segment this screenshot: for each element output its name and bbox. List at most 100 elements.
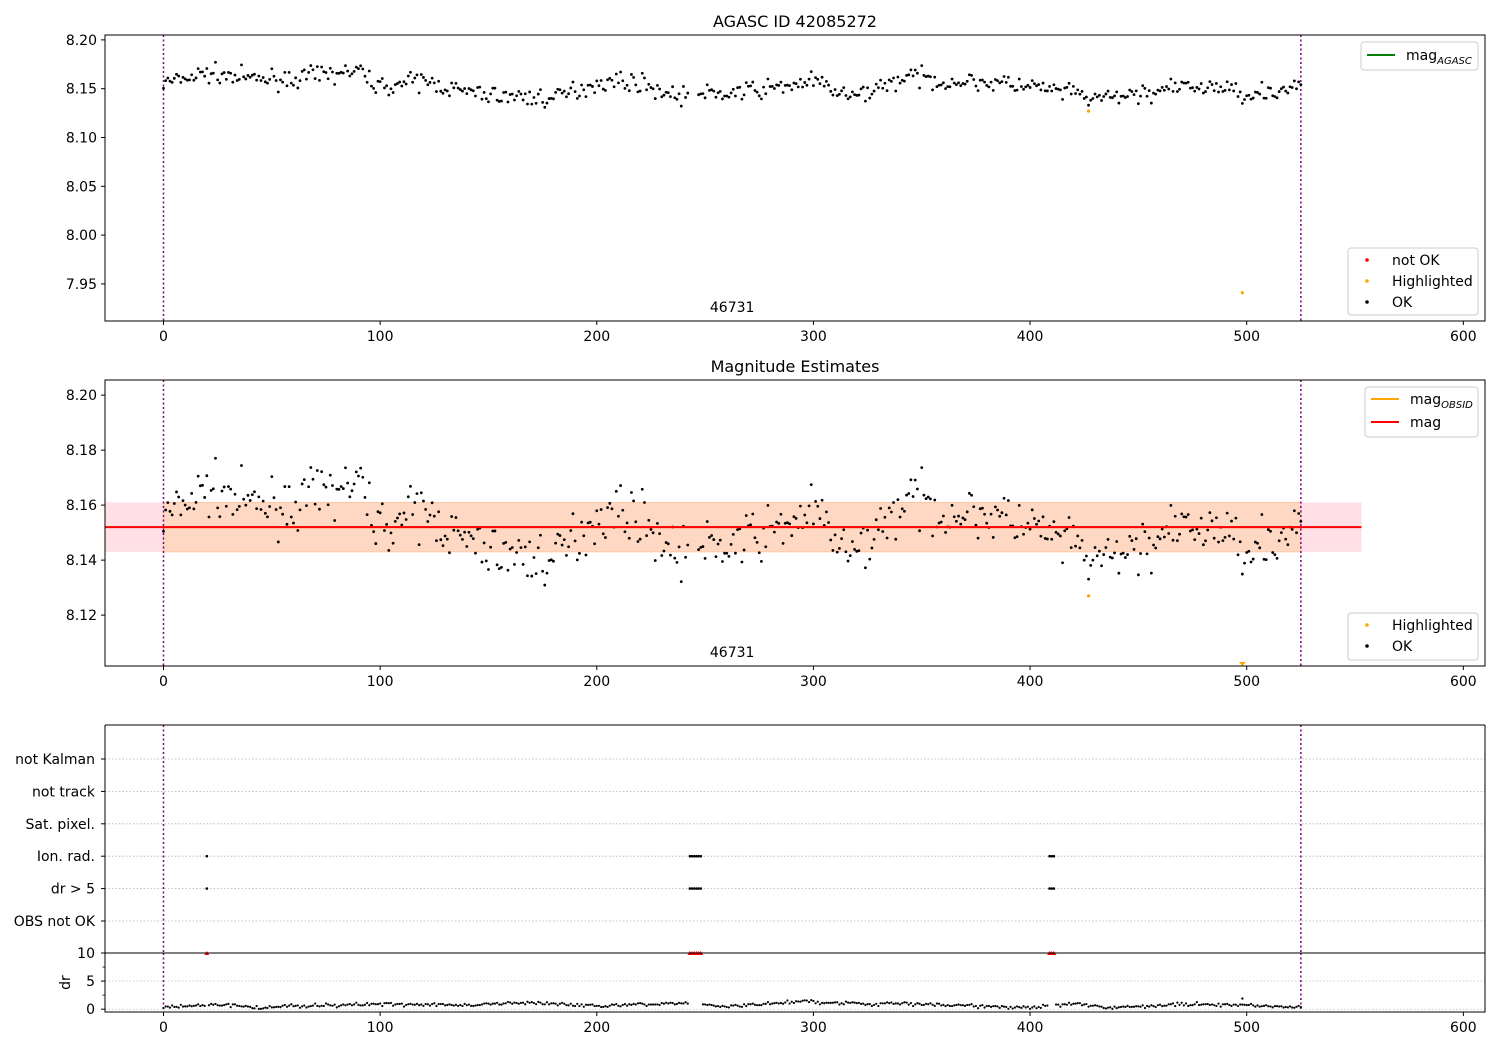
dr-point <box>305 1006 308 1009</box>
ok-point <box>1236 95 1240 98</box>
ok-point <box>1295 87 1298 91</box>
dr-point <box>1098 1005 1101 1008</box>
ok-point <box>545 571 549 575</box>
ok-point <box>575 558 579 562</box>
dr-point <box>539 1001 542 1004</box>
ok-point <box>1286 543 1290 547</box>
ok-point <box>556 532 560 536</box>
ok-point <box>770 84 774 88</box>
dr-point <box>569 1002 572 1005</box>
ok-point <box>1117 101 1121 105</box>
ok-point <box>233 492 237 496</box>
dr-point <box>1275 1005 1279 1008</box>
ok-point <box>480 97 484 101</box>
ok-point <box>255 78 259 82</box>
ok-point <box>383 529 386 532</box>
ok-point <box>777 522 781 525</box>
ok-point <box>428 513 432 517</box>
ok-point <box>1247 93 1251 97</box>
ok-point <box>948 85 952 89</box>
ok-point <box>385 523 389 526</box>
ok-point <box>1232 537 1236 541</box>
ok-point <box>1262 557 1266 561</box>
flag-point <box>1050 854 1054 858</box>
ok-point <box>292 83 295 87</box>
ok-point <box>1260 513 1264 516</box>
ok-point <box>909 68 913 72</box>
ok-point <box>625 521 629 525</box>
dr-point <box>173 1005 176 1009</box>
ok-point <box>944 87 947 91</box>
ok-point <box>619 484 623 487</box>
ok-point <box>1041 81 1045 85</box>
x-tick-label: 100 <box>367 1020 394 1036</box>
dr-point <box>836 1001 839 1004</box>
ok-point <box>582 534 586 538</box>
dr-point <box>363 1003 367 1006</box>
ok-point <box>632 499 636 503</box>
ok-point <box>1130 539 1134 542</box>
ok-point <box>649 86 653 89</box>
ok-point <box>432 81 436 85</box>
ok-point <box>913 478 917 482</box>
dr-point <box>294 1004 297 1007</box>
ok-point <box>476 527 480 531</box>
ok-point <box>484 97 488 101</box>
ok-point <box>424 507 428 511</box>
dr-point <box>1258 1005 1261 1008</box>
dr-point <box>732 1004 735 1007</box>
dr-point <box>615 1002 618 1006</box>
y-tick-label: 8.00 <box>66 228 97 244</box>
ok-point <box>604 89 607 92</box>
ok-point <box>296 86 300 90</box>
ok-point <box>298 508 302 512</box>
dr-point <box>667 1002 670 1005</box>
ok-point <box>939 520 943 524</box>
dr-point <box>1219 1005 1222 1008</box>
dr-point <box>446 1003 449 1007</box>
dr-point <box>794 1000 798 1003</box>
ok-point <box>1147 536 1151 540</box>
dr-point <box>329 1004 332 1007</box>
dr-point <box>948 1004 951 1008</box>
ok-point <box>1123 556 1127 559</box>
ok-point <box>1045 89 1049 93</box>
ok-point <box>853 548 856 551</box>
ok-point <box>998 514 1002 518</box>
ok-point <box>792 81 796 85</box>
ok-point <box>675 97 679 101</box>
dr-point <box>372 1002 375 1005</box>
ok-point <box>881 86 885 90</box>
ok-point <box>779 80 783 84</box>
dr-point <box>1041 1003 1045 1006</box>
ok-point <box>526 574 529 578</box>
ok-point <box>911 74 915 78</box>
ok-point <box>1299 83 1303 87</box>
ok-point <box>376 510 380 514</box>
ok-point <box>660 95 664 99</box>
ok-point <box>1214 516 1218 520</box>
dr-point <box>231 1003 234 1006</box>
dr-point <box>376 1002 380 1006</box>
ok-point <box>1041 515 1045 519</box>
x-tick-label: 400 <box>1017 329 1044 345</box>
ok-point <box>400 84 404 88</box>
ok-point <box>1050 89 1054 93</box>
ok-point <box>1126 553 1129 556</box>
ok-point <box>374 542 378 545</box>
dr-point <box>762 1002 765 1005</box>
ok-point <box>270 67 274 71</box>
ok-point <box>1149 571 1153 575</box>
ok-point <box>1258 546 1262 550</box>
ok-point <box>890 79 893 83</box>
ok-point <box>1197 87 1201 91</box>
ok-point <box>809 483 813 487</box>
ok-point <box>1004 81 1008 84</box>
dr-point <box>580 1003 583 1006</box>
ok-point <box>344 466 347 470</box>
ok-point <box>493 86 497 90</box>
ok-point <box>1206 86 1210 90</box>
ok-point <box>937 83 941 87</box>
ok-point <box>183 77 187 81</box>
